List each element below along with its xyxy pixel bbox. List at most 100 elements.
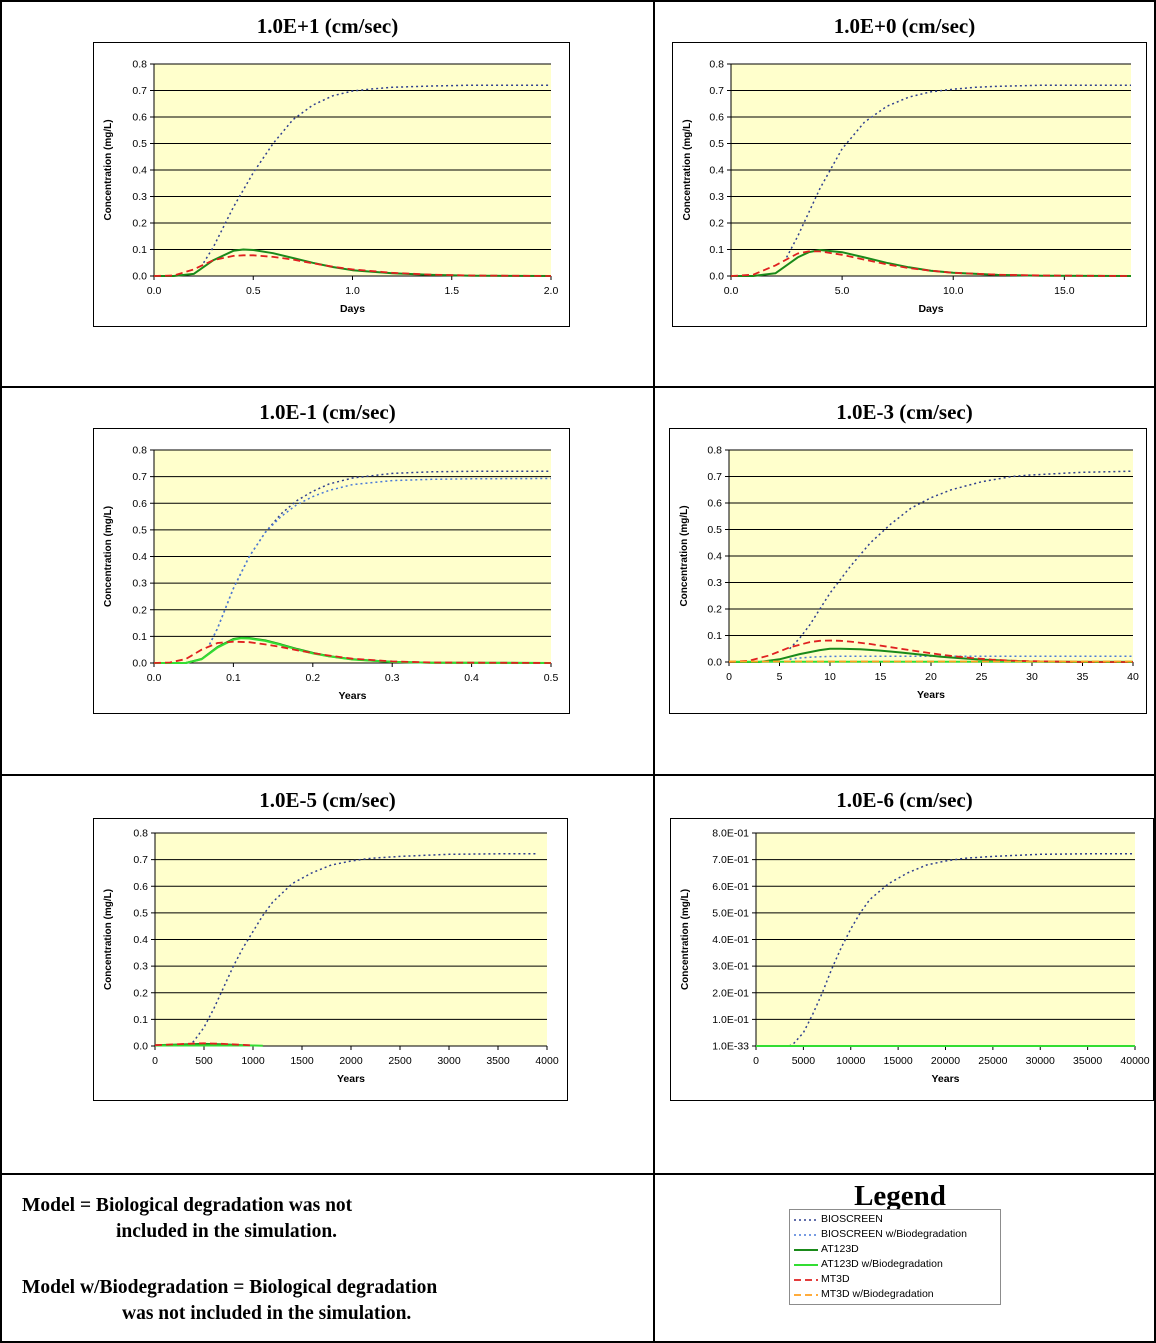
line-chart: 0.0 0.1 0.2 0.3 0.4 0.5 0.6 0.7 0.8 0.0 0.5 1.0 1.5 2…	[103, 59, 559, 316]
chart-frame: 0.0 0.1 0.2 0.3 0.4 0.5 0.6 0.7 0.8 0.0 5.0 10.0 15.…	[672, 42, 1147, 327]
y-tick-label: 0.7	[132, 85, 147, 97]
y-tick-label: 0.7	[132, 471, 147, 483]
x-tick-label: 0.4	[464, 672, 479, 684]
y-tick-label: 3.0E-01	[712, 961, 749, 973]
y-tick-label: 0.3	[132, 191, 147, 203]
y-tick-label: 0.1	[132, 244, 147, 256]
x-tick-label: 40000	[1120, 1055, 1149, 1067]
panel-title: 1.0E-3 (cm/sec)	[836, 400, 973, 424]
legend-swatch	[794, 1294, 818, 1296]
x-tick-label: 10	[824, 671, 836, 683]
x-tick-label: 35	[1077, 671, 1089, 683]
y-tick-label: 0.7	[707, 471, 722, 483]
x-tick-label: 5	[777, 671, 783, 683]
y-tick-label: 0.3	[709, 191, 724, 203]
note-model-biodegradation: Model w/Biodegradation = Biological degr…	[22, 1275, 437, 1327]
x-axis-label: Years	[931, 1073, 959, 1085]
panel-title: 1.0E+0 (cm/sec)	[833, 14, 976, 38]
x-axis-label: Years	[917, 689, 945, 701]
x-tick-label: 2.0	[544, 285, 559, 297]
x-tick-label: 1500	[290, 1055, 314, 1067]
y-tick-label: 0.7	[709, 85, 724, 97]
y-tick-label: 0.2	[707, 604, 722, 616]
y-tick-label: 5.0E-01	[712, 907, 749, 919]
x-tick-label: 1.5	[444, 285, 459, 297]
panel-3: 1.0E-1 (cm/sec) 0.0 0.1 0.2 0.3 0.4 0.5 0.6 0.7…	[2, 388, 653, 774]
y-tick-label: 0.2	[132, 218, 147, 230]
x-tick-label: 3000	[437, 1055, 461, 1067]
series-line	[153, 640, 552, 664]
chart-frame: 0.0 0.1 0.2 0.3 0.4 0.5 0.6 0.7 0.8 0 5 10 15 20 25 30 3…	[669, 428, 1147, 714]
x-tick-label: 2500	[388, 1055, 412, 1067]
x-tick-label: 35000	[1073, 1055, 1102, 1067]
series-line	[730, 250, 1132, 277]
note-line: included in the simulation.	[116, 1221, 338, 1242]
legend-swatch	[794, 1219, 818, 1221]
x-tick-label: 0.0	[147, 285, 162, 297]
x-axis-label: Years	[337, 1073, 365, 1085]
y-axis-label: Concentration (mg/L)	[103, 119, 114, 220]
y-tick-label: 0.3	[132, 578, 147, 590]
x-tick-label: 30	[1026, 671, 1038, 683]
x-tick-label: 2000	[339, 1055, 363, 1067]
series-line	[208, 477, 552, 645]
legend-swatch	[794, 1279, 818, 1281]
x-tick-label: 0.3	[385, 672, 400, 684]
panel-5: 1.0E-5 (cm/sec) 0.0 0.1 0.2 0.3 0.4 0.5 0.6 0.7…	[2, 776, 653, 1173]
y-tick-label: 7.0E-01	[712, 854, 749, 866]
note-model: Model = Biological degradation was not i…	[22, 1193, 352, 1245]
x-tick-label: 1.0	[345, 285, 360, 297]
x-tick-label: 20000	[931, 1055, 960, 1067]
y-tick-label: 0.0	[132, 271, 147, 283]
y-tick-label: 0.8	[707, 445, 722, 457]
x-tick-label: 10000	[836, 1055, 865, 1067]
chart-frame: 0.0 0.1 0.2 0.3 0.4 0.5 0.6 0.7 0.8 0 500 1000 1500 2…	[93, 818, 568, 1101]
x-tick-label: 0	[726, 671, 732, 683]
legend-label: AT123D w/Biodegradation	[821, 1258, 943, 1270]
x-tick-label: 0.2	[305, 672, 320, 684]
note-line: was not included in the simulation.	[122, 1303, 412, 1324]
y-tick-label: 0.2	[133, 987, 148, 999]
y-tick-label: 0.6	[707, 498, 722, 510]
y-tick-label: 2.0E-01	[712, 987, 749, 999]
x-tick-label: 4000	[535, 1055, 559, 1067]
series-line	[202, 84, 551, 264]
x-axis-label: Years	[338, 690, 366, 702]
y-axis-label: Concentration (mg/L)	[680, 889, 691, 990]
y-tick-label: 6.0E-01	[712, 881, 749, 893]
x-tick-label: 30000	[1026, 1055, 1055, 1067]
x-tick-label: 0	[152, 1055, 158, 1067]
panel-title: 1.0E-1 (cm/sec)	[259, 400, 396, 424]
series-line	[154, 1042, 254, 1047]
chart-frame: 1.0E-33 1.0E-01 2.0E-01 3.0E-01 4.0E-01 5.0E-…	[670, 818, 1154, 1101]
y-tick-label: 1.0E-01	[712, 1014, 749, 1026]
y-axis-label: Concentration (mg/L)	[103, 889, 114, 990]
y-tick-label: 0.5	[707, 524, 722, 536]
y-tick-label: 0.0	[707, 657, 722, 669]
y-tick-label: 0.5	[132, 524, 147, 536]
chart-frame: 0.0 0.1 0.2 0.3 0.4 0.5 0.6 0.7 0.8 0.0 0.1 0.2 0.3 0…	[93, 428, 570, 714]
panel-4: 1.0E-3 (cm/sec) 0.0 0.1 0.2 0.3 0.4 0.5 0.6 0.7…	[655, 388, 1154, 774]
series-line	[788, 853, 1135, 1047]
y-tick-label: 0.3	[707, 577, 722, 589]
y-tick-label: 0.8	[133, 828, 148, 840]
y-tick-label: 8.0E-01	[712, 828, 749, 840]
x-tick-label: 500	[195, 1055, 213, 1067]
legend-swatch	[794, 1264, 818, 1266]
x-tick-label: 3500	[486, 1055, 510, 1067]
series-line	[728, 639, 1133, 663]
panel-6: 1.0E-6 (cm/sec) 1.0E-33 1.0E-01 2.0E-01 3.0…	[655, 776, 1154, 1173]
notes-cell: Model = Biological degradation was not i…	[2, 1175, 653, 1341]
y-tick-label: 0.6	[709, 112, 724, 124]
line-chart: 0.0 0.1 0.2 0.3 0.4 0.5 0.6 0.7 0.8 0 500 1000 1500 2…	[103, 828, 559, 1086]
panel-title: 1.0E-5 (cm/sec)	[259, 788, 396, 812]
y-tick-label: 0.4	[133, 934, 148, 946]
x-tick-label: 40	[1127, 671, 1139, 683]
y-tick-label: 0.3	[133, 961, 148, 973]
line-chart: 0.0 0.1 0.2 0.3 0.4 0.5 0.6 0.7 0.8 0 5 10 15 20 25 30 3…	[679, 445, 1139, 702]
y-tick-label: 0.8	[132, 59, 147, 71]
x-tick-label: 0.5	[544, 672, 559, 684]
y-tick-label: 0.4	[709, 165, 724, 177]
y-tick-label: 0.1	[707, 630, 722, 642]
